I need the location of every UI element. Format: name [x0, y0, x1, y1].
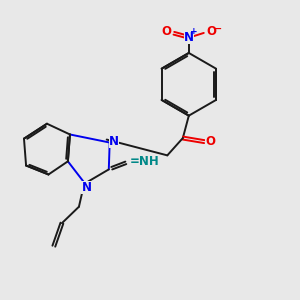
Text: +: +	[190, 27, 198, 36]
Text: O: O	[206, 25, 216, 38]
Text: O: O	[161, 25, 171, 38]
Text: =NH: =NH	[130, 155, 159, 168]
Text: O: O	[205, 135, 215, 148]
Text: −: −	[213, 24, 223, 34]
Text: N: N	[81, 181, 92, 194]
Text: N: N	[184, 31, 194, 44]
Text: N: N	[109, 134, 119, 148]
